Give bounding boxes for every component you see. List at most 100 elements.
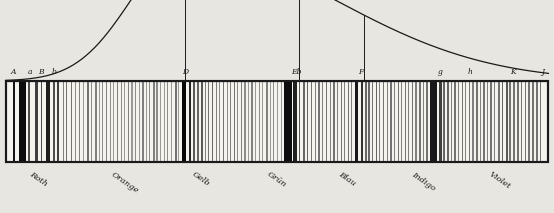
Bar bbox=[398, 81, 399, 162]
Bar bbox=[473, 81, 474, 162]
Bar bbox=[95, 81, 97, 162]
Bar bbox=[270, 81, 271, 162]
Bar bbox=[529, 81, 530, 162]
Bar bbox=[536, 81, 537, 162]
Bar bbox=[171, 81, 172, 162]
Text: J: J bbox=[541, 68, 545, 76]
Bar bbox=[201, 81, 203, 162]
Bar bbox=[303, 81, 305, 162]
Bar bbox=[513, 81, 515, 162]
Bar bbox=[483, 81, 485, 162]
Bar bbox=[361, 81, 363, 162]
Bar bbox=[156, 81, 157, 162]
Bar bbox=[121, 81, 122, 162]
Bar bbox=[117, 81, 119, 162]
Bar bbox=[248, 81, 249, 162]
Bar bbox=[53, 81, 55, 162]
Bar bbox=[160, 81, 161, 162]
Bar bbox=[146, 81, 147, 162]
Bar bbox=[383, 81, 384, 162]
Bar bbox=[150, 81, 151, 162]
Bar bbox=[79, 81, 80, 162]
Bar bbox=[127, 81, 129, 162]
Bar bbox=[208, 81, 209, 162]
Bar bbox=[106, 81, 107, 162]
Bar bbox=[83, 81, 84, 162]
Bar bbox=[502, 81, 504, 162]
Bar bbox=[506, 81, 508, 162]
Text: A: A bbox=[11, 68, 17, 76]
Bar bbox=[293, 81, 296, 162]
Bar bbox=[333, 81, 335, 162]
Bar bbox=[451, 81, 452, 162]
Bar bbox=[6, 81, 548, 162]
Text: g: g bbox=[438, 68, 442, 76]
Bar bbox=[517, 81, 519, 162]
Bar bbox=[337, 81, 338, 162]
Bar bbox=[408, 81, 409, 162]
Bar bbox=[412, 81, 413, 162]
Text: Orange: Orange bbox=[110, 170, 140, 195]
Bar bbox=[365, 81, 367, 162]
Bar bbox=[234, 81, 235, 162]
Bar bbox=[439, 81, 442, 162]
Bar bbox=[423, 81, 424, 162]
Bar bbox=[178, 81, 179, 162]
Bar bbox=[376, 81, 377, 162]
Bar bbox=[135, 81, 136, 162]
Bar bbox=[227, 81, 228, 162]
Bar bbox=[315, 81, 316, 162]
Bar bbox=[75, 81, 76, 162]
Bar bbox=[46, 81, 50, 162]
Bar bbox=[57, 81, 59, 162]
Bar bbox=[259, 81, 260, 162]
Bar bbox=[347, 81, 349, 162]
Bar bbox=[430, 81, 437, 162]
Bar bbox=[244, 81, 245, 162]
Bar bbox=[28, 81, 30, 162]
Text: Grün: Grün bbox=[266, 170, 288, 189]
Text: K: K bbox=[510, 68, 516, 76]
Bar bbox=[113, 81, 114, 162]
Text: B: B bbox=[38, 68, 44, 76]
Bar bbox=[71, 81, 73, 162]
Bar bbox=[509, 81, 511, 162]
Bar bbox=[188, 81, 191, 162]
Bar bbox=[427, 81, 428, 162]
Bar bbox=[99, 81, 100, 162]
Bar bbox=[498, 81, 500, 162]
Bar bbox=[277, 81, 278, 162]
Bar bbox=[131, 81, 132, 162]
Bar bbox=[525, 81, 526, 162]
Bar bbox=[322, 81, 323, 162]
Bar bbox=[142, 81, 144, 162]
Bar bbox=[110, 81, 111, 162]
Bar bbox=[87, 81, 89, 162]
Bar bbox=[443, 81, 445, 162]
Bar bbox=[6, 81, 548, 162]
Bar bbox=[164, 81, 165, 162]
Bar bbox=[372, 81, 373, 162]
Bar bbox=[223, 81, 224, 162]
Bar bbox=[326, 81, 327, 162]
Bar bbox=[454, 81, 455, 162]
Bar bbox=[175, 81, 177, 162]
Bar bbox=[35, 81, 38, 162]
Text: Gelb: Gelb bbox=[191, 170, 212, 188]
Text: Blau: Blau bbox=[337, 170, 358, 188]
Bar bbox=[318, 81, 320, 162]
Bar bbox=[404, 81, 406, 162]
Bar bbox=[341, 81, 342, 162]
Bar bbox=[252, 81, 253, 162]
Bar bbox=[311, 81, 312, 162]
Bar bbox=[532, 81, 534, 162]
Bar bbox=[13, 81, 15, 162]
Bar bbox=[205, 81, 206, 162]
Bar bbox=[351, 81, 352, 162]
Bar bbox=[394, 81, 395, 162]
Bar bbox=[63, 81, 64, 162]
Bar bbox=[212, 81, 213, 162]
Bar bbox=[379, 81, 380, 162]
Bar bbox=[266, 81, 268, 162]
Text: a: a bbox=[28, 68, 32, 76]
